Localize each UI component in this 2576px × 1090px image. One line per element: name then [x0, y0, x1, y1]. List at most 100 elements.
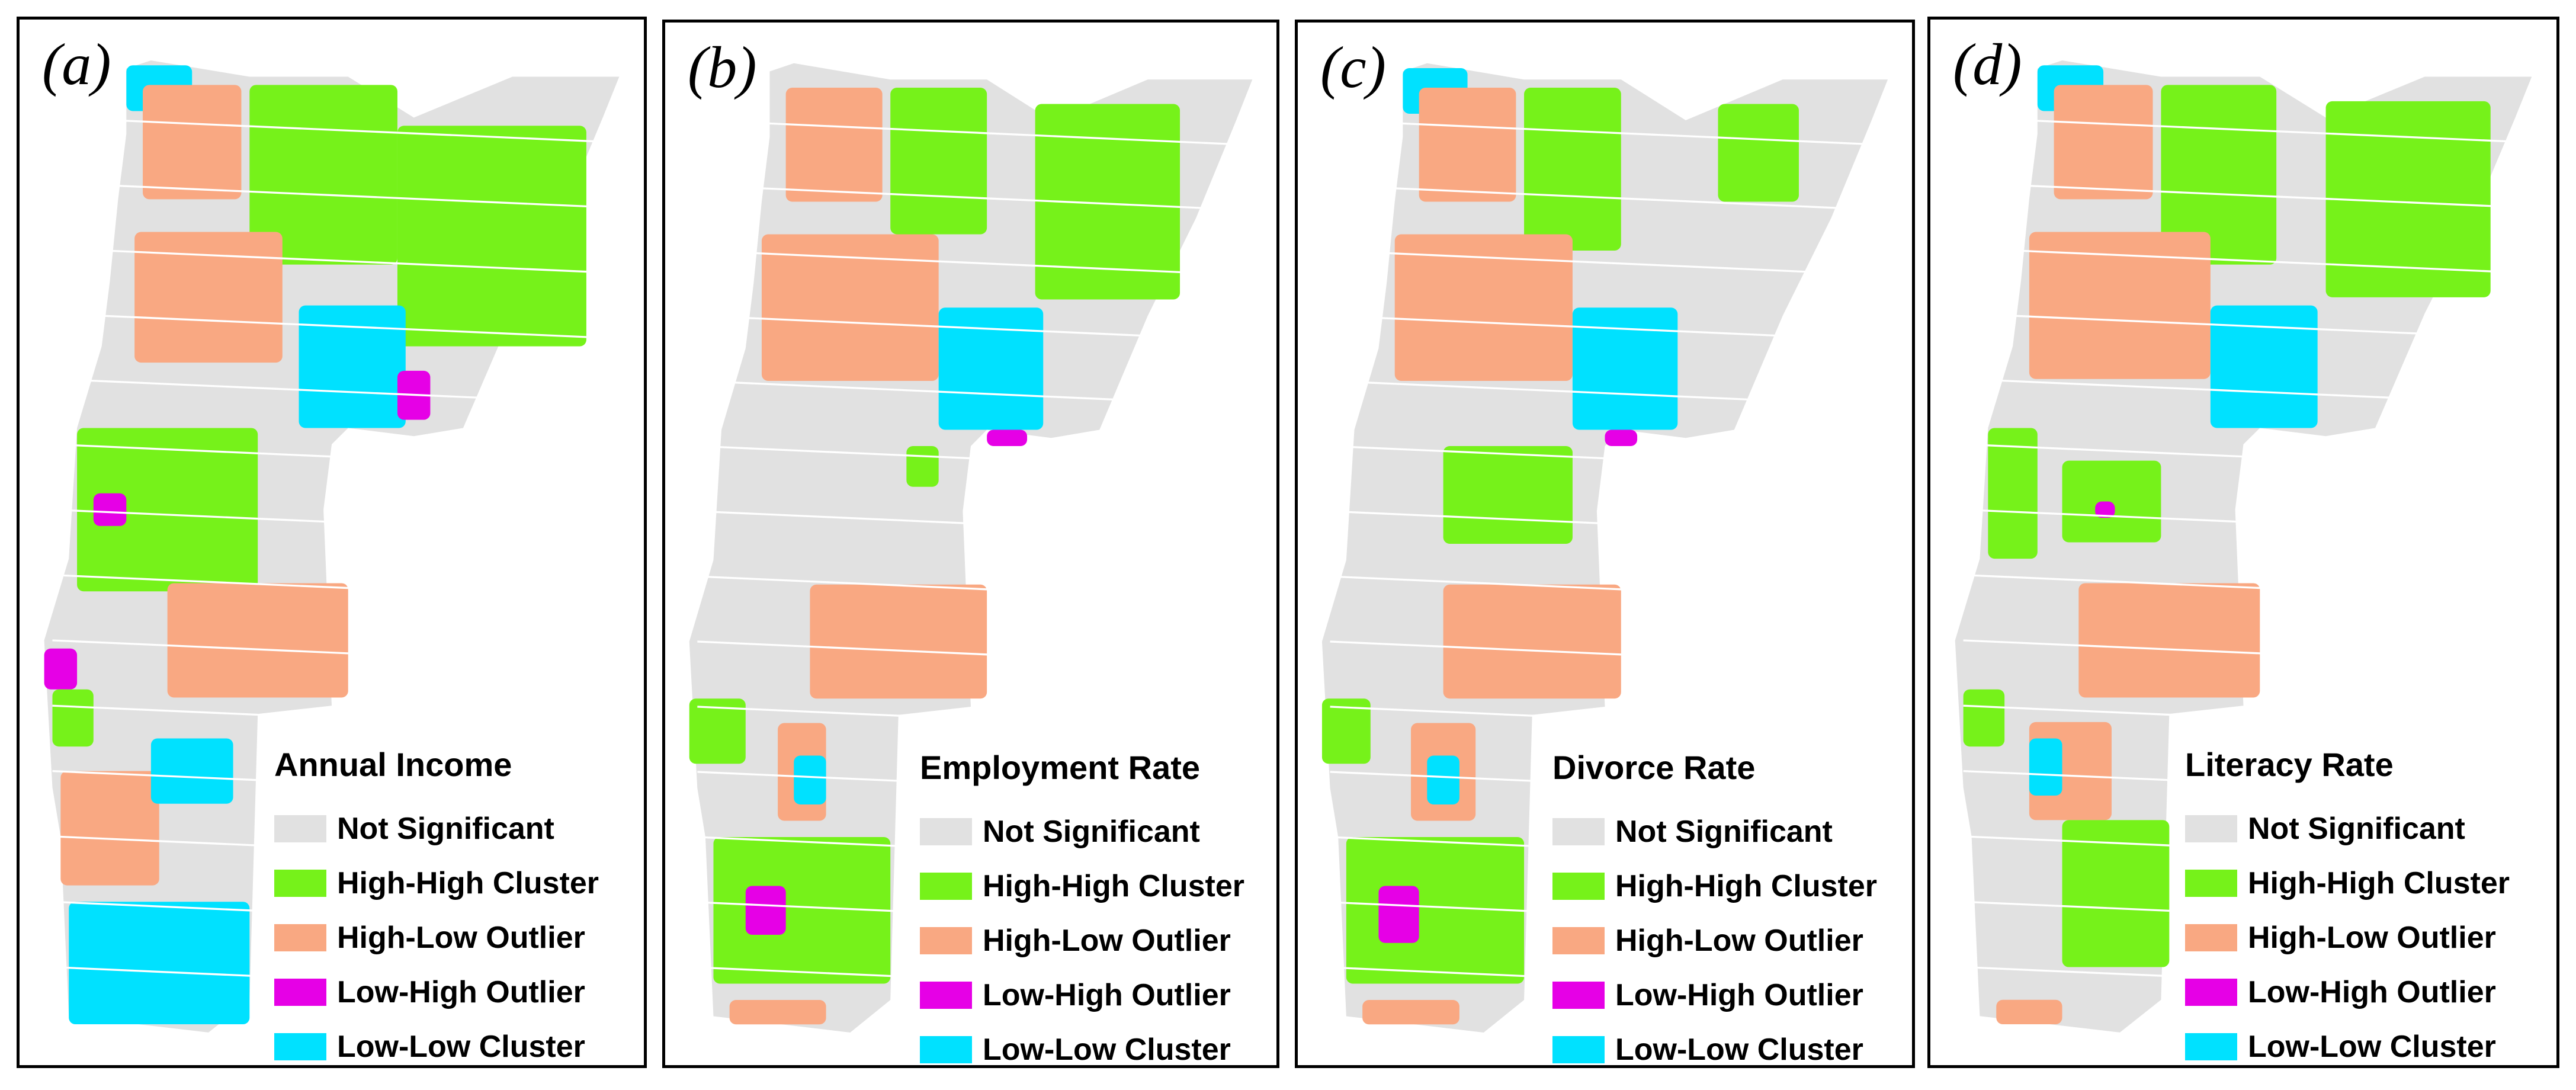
panel-label: (b) — [688, 34, 757, 100]
legend-swatch — [920, 1036, 972, 1063]
street — [1963, 639, 2524, 666]
legend-item: High-Low Outlier — [274, 911, 599, 965]
map-region — [134, 232, 283, 363]
map-region — [249, 85, 397, 265]
map-region — [1572, 307, 1678, 430]
street — [697, 119, 1244, 146]
map-region — [906, 446, 939, 487]
legend-swatch — [1552, 982, 1605, 1009]
map-region — [93, 493, 127, 526]
street — [52, 574, 611, 601]
map-region — [52, 689, 94, 747]
street — [697, 315, 1244, 341]
legend-text: High-High Cluster — [1615, 869, 1877, 903]
legend-text: Low-Low Cluster — [1615, 1033, 1863, 1067]
street — [697, 510, 1244, 537]
street — [697, 771, 1244, 797]
street — [1330, 575, 1880, 602]
legend: Divorce Rate Not Significant High-High Clu… — [1552, 748, 1877, 1077]
map-region — [729, 1000, 826, 1025]
legend-item: Not Significant — [920, 804, 1244, 859]
street — [52, 116, 611, 143]
street — [52, 247, 611, 274]
map-region — [1427, 755, 1459, 804]
legend-text: High-High Cluster — [337, 866, 599, 900]
map-region — [2210, 305, 2318, 428]
map-region — [689, 698, 746, 764]
street — [697, 901, 1244, 928]
legend-text: Low-Low Cluster — [2248, 1030, 2496, 1064]
street — [1330, 836, 1880, 863]
map-region — [1963, 689, 2005, 747]
legend: Annual Income Not Significant High-High Cl… — [274, 745, 599, 1074]
legend-text: High-High Cluster — [2248, 866, 2510, 900]
street — [1963, 508, 2524, 536]
legend-item: High-Low Outlier — [1552, 913, 1877, 968]
map-region — [143, 85, 242, 200]
legend-swatch — [2185, 1033, 2237, 1060]
map-region — [2062, 460, 2161, 543]
street — [697, 706, 1244, 732]
map-region — [2029, 738, 2062, 796]
legend-text: High-Low Outlier — [983, 924, 1231, 958]
street — [697, 445, 1244, 472]
legend: Employment Rate Not Significant High-High … — [920, 748, 1244, 1077]
panel: (b) Employment Rate Not Significant High-Hi… — [662, 20, 1279, 1068]
legend-text: Not Significant — [983, 815, 1200, 849]
street — [1330, 901, 1880, 928]
street — [1330, 445, 1880, 472]
map-region — [1996, 999, 2062, 1025]
street — [52, 182, 611, 209]
legend-swatch — [920, 873, 972, 900]
legend-title: Annual Income — [274, 746, 512, 783]
street — [52, 443, 611, 470]
legend-swatch — [920, 818, 972, 845]
street — [1330, 380, 1880, 406]
street — [1963, 312, 2524, 339]
map — [44, 60, 620, 1033]
map-region — [2029, 232, 2211, 379]
street — [1963, 900, 2524, 928]
map-region — [810, 584, 987, 699]
map-region — [1718, 104, 1799, 202]
street — [1963, 966, 2524, 993]
legend-item: High-Low Outlier — [2185, 911, 2510, 965]
map-region — [938, 307, 1044, 430]
street — [52, 770, 611, 797]
street — [697, 640, 1244, 667]
legend-swatch — [1552, 818, 1605, 845]
panel-label: (d) — [1953, 31, 2022, 97]
legend-title: Divorce Rate — [1552, 749, 1756, 786]
street — [697, 966, 1244, 993]
legend-text: Low-High Outlier — [337, 975, 585, 1009]
legend-item: Low-Low Cluster — [2185, 1020, 2510, 1074]
street — [697, 380, 1244, 406]
legend-item: High-High Cluster — [2185, 856, 2510, 911]
map — [1321, 63, 1888, 1033]
street — [52, 966, 611, 993]
street — [1963, 116, 2524, 143]
map-region — [60, 771, 159, 886]
street — [1963, 378, 2524, 405]
legend-text: Not Significant — [337, 812, 554, 846]
legend-swatch — [2185, 870, 2237, 897]
map-region — [713, 837, 891, 984]
street — [1963, 574, 2524, 601]
map-region — [785, 88, 883, 202]
map-region — [397, 126, 586, 347]
street — [1330, 706, 1880, 732]
legend-title: Employment Rate — [920, 749, 1200, 786]
map-region — [1378, 886, 1419, 943]
legend-text: Not Significant — [1615, 815, 1833, 849]
map-region — [1988, 428, 2038, 559]
map-region — [299, 305, 406, 428]
street — [52, 378, 611, 405]
legend-item: High-High Cluster — [274, 856, 599, 911]
map-region — [1346, 837, 1525, 984]
street — [52, 312, 611, 339]
street — [1963, 835, 2524, 862]
legend-item: High-Low Outlier — [920, 913, 1244, 968]
legend-swatch — [274, 924, 326, 951]
street — [1963, 770, 2524, 797]
